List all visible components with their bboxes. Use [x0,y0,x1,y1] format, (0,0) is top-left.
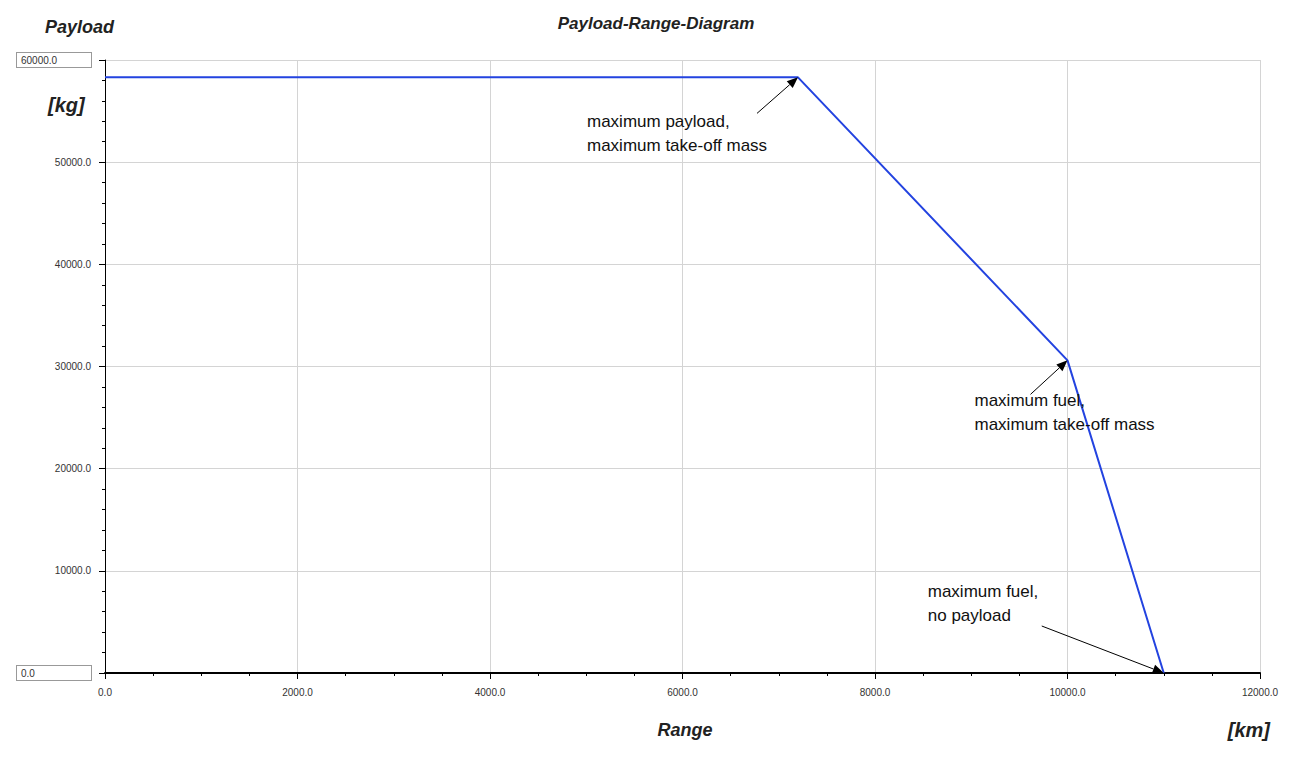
svg-text:30000.0: 30000.0 [55,361,92,372]
svg-text:maximum fuel,: maximum fuel, [928,582,1039,601]
svg-text:0.0: 0.0 [21,668,35,679]
svg-text:maximum take-off mass: maximum take-off mass [975,415,1155,434]
svg-text:2000.0: 2000.0 [282,687,313,698]
svg-text:maximum fuel,: maximum fuel, [975,391,1086,410]
svg-text:4000.0: 4000.0 [475,687,506,698]
svg-text:0.0: 0.0 [98,687,112,698]
svg-text:50000.0: 50000.0 [55,157,92,168]
svg-text:20000.0: 20000.0 [55,463,92,474]
svg-text:10000.0: 10000.0 [55,565,92,576]
svg-text:[km]: [km] [1227,719,1272,741]
svg-text:Range: Range [657,720,712,740]
svg-text:12000.0: 12000.0 [1242,687,1279,698]
svg-text:maximum take-off mass: maximum take-off mass [587,136,767,155]
svg-text:6000.0: 6000.0 [667,687,698,698]
svg-text:10000.0: 10000.0 [1049,687,1086,698]
svg-text:maximum payload,: maximum payload, [587,112,730,131]
svg-text:8000.0: 8000.0 [860,687,891,698]
svg-text:Payload-Range-Diagram: Payload-Range-Diagram [558,14,755,33]
svg-text:no payload: no payload [928,606,1011,625]
svg-text:60000.0: 60000.0 [21,55,58,66]
svg-text:[kg]: [kg] [47,94,86,116]
svg-text:Payload: Payload [45,17,115,37]
svg-text:40000.0: 40000.0 [55,259,92,270]
